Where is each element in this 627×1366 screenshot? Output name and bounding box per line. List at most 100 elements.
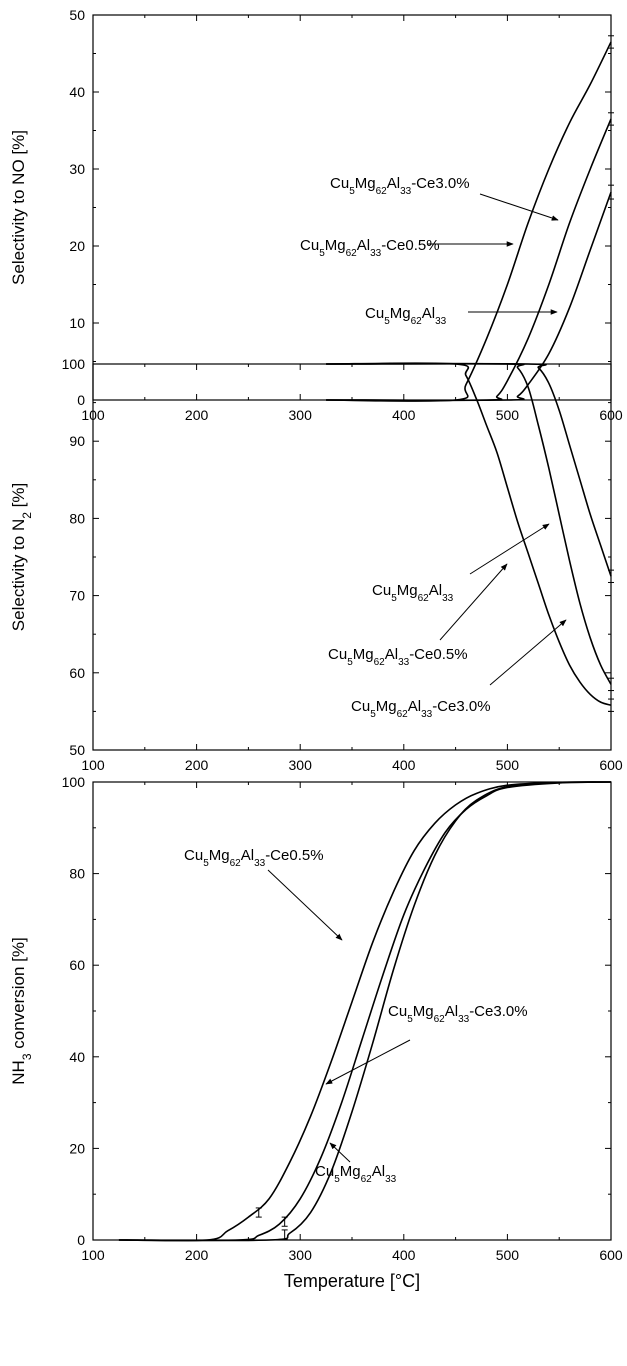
subscript-text: 2: [20, 512, 34, 519]
y-tick-label: 40: [69, 1049, 85, 1065]
label-text: -Ce0.5%: [265, 847, 323, 864]
annotation-arrow-2: [325, 1039, 411, 1085]
label-text: Cu: [315, 1163, 334, 1180]
label-text: -Ce3.0%: [411, 175, 469, 192]
x-tick-label: 600: [599, 757, 623, 773]
plot-frame: [92, 363, 612, 751]
subscript-text: 62: [376, 186, 388, 197]
series-line-1: [118, 781, 612, 1242]
x-tick-label: 100: [81, 1247, 105, 1263]
label-text: Cu: [365, 305, 384, 322]
subscript-text: 33: [435, 316, 447, 327]
label-text: Cu: [351, 698, 370, 715]
label-text: Al: [387, 175, 400, 192]
series-annotation-2: Cu5Mg62Al33-Ce0.5%: [328, 646, 468, 668]
label-text: Mg: [355, 175, 376, 192]
x-tick-label: 400: [392, 1247, 416, 1263]
label-text: Cu: [330, 175, 349, 192]
series-line-3: [118, 781, 612, 1242]
label-text: Al: [372, 1163, 385, 1180]
subscript-text: 5: [347, 657, 353, 668]
subscript-text: 5: [203, 858, 209, 869]
series-annotation-1: Cu5Mg62Al33: [372, 582, 454, 604]
y-axis-label: Selectivity to NO [%]: [9, 130, 28, 285]
label-text: [%]: [9, 483, 28, 512]
subscript-text: 5: [407, 1014, 413, 1025]
subscript-text: 62: [374, 657, 386, 668]
series-annotation-2: Cu5Mg62Al33-Ce0.5%: [300, 237, 440, 259]
y-axis-label: Selectivity to N2 [%]: [9, 483, 34, 631]
series-annotation-1: Cu5Mg62Al33-Ce0.5%: [184, 847, 324, 869]
subscript-text: 62: [397, 709, 409, 720]
label-text: NH: [9, 1060, 28, 1085]
label-text: -Ce3.0%: [432, 698, 490, 715]
subscript-text: 33: [398, 657, 410, 668]
subscript-text: 5: [349, 186, 355, 197]
series-line-2: [326, 362, 612, 685]
subscript-text: 62: [346, 248, 358, 259]
label-text: Mg: [353, 646, 374, 663]
y-tick-label: 100: [62, 774, 86, 790]
subscript-text: 33: [370, 248, 382, 259]
label-text: Selectivity to N: [9, 519, 28, 631]
chart-panel-2: 100 200 300 400 500 6005060708090100Selectivi…: [9, 356, 623, 773]
x-tick-label: 600: [599, 1247, 623, 1263]
annotation-arrow-3: [329, 1142, 351, 1163]
series-line-2: [326, 118, 612, 402]
label-text: Mg: [209, 847, 230, 864]
annotation-arrow-1: [267, 869, 343, 941]
label-text: conversion [%]: [9, 937, 28, 1053]
subscript-text: 62: [434, 1014, 446, 1025]
x-tick-label: 300: [289, 407, 313, 423]
label-text: Al: [385, 646, 398, 663]
subscript-text: 33: [421, 709, 433, 720]
series-line-2: [118, 781, 612, 1242]
label-text: Al: [241, 847, 254, 864]
y-tick-label: 90: [69, 433, 85, 449]
subscript-text: 5: [384, 316, 390, 327]
label-text: Cu: [328, 646, 347, 663]
y-tick-label: 80: [69, 866, 85, 882]
x-tick-label: 500: [496, 1247, 520, 1263]
x-tick-label: 100: [81, 757, 105, 773]
label-text: Mg: [397, 582, 418, 599]
y-tick-label: 70: [69, 588, 85, 604]
label-text: Mg: [376, 698, 397, 715]
subscript-text: 5: [370, 709, 376, 720]
x-tick-label: 200: [185, 757, 209, 773]
y-tick-label: 0: [77, 1232, 85, 1248]
subscript-text: 62: [411, 316, 423, 327]
subscript-text: 33: [254, 858, 266, 869]
label-text: -Ce0.5%: [381, 237, 439, 254]
series-line-1: [326, 41, 612, 402]
y-tick-label: 0: [77, 392, 85, 408]
y-tick-label: 100: [62, 356, 86, 372]
subscript-text: 3: [20, 1053, 34, 1060]
x-tick-label: 200: [185, 1247, 209, 1263]
subscript-text: 33: [458, 1014, 470, 1025]
subscript-text: 5: [334, 1174, 340, 1185]
subscript-text: 5: [319, 248, 325, 259]
x-tick-label: 300: [289, 757, 313, 773]
y-tick-label: 50: [69, 742, 85, 758]
x-tick-label: 500: [496, 757, 520, 773]
label-text: Al: [357, 237, 370, 254]
chart-panel-3: 100 200 300 400 500 600 0 20 40 60 80 100 NH3 conver…: [9, 774, 623, 1291]
series-line-1: [326, 362, 612, 577]
series-annotation-1: Cu5Mg62Al33-Ce3.0%: [330, 175, 470, 197]
y-tick-label: 20: [69, 1140, 85, 1156]
series-line-3: [326, 191, 612, 402]
subscript-text: 33: [400, 186, 412, 197]
annotation-arrow-1: [469, 523, 550, 575]
subscript-text: 62: [418, 593, 430, 604]
series-annotation-3: Cu5Mg62Al33-Ce3.0%: [351, 698, 491, 720]
series-annotation-3: Cu5Mg62Al33: [315, 1163, 397, 1185]
x-tick-label: 200: [185, 407, 209, 423]
series-annotation-3: Cu5Mg62Al33: [365, 305, 447, 327]
x-axis-label: Temperature [°C]: [284, 1271, 420, 1291]
x-tick-label: 400: [392, 407, 416, 423]
subscript-text: 33: [442, 593, 454, 604]
label-text: Al: [429, 582, 442, 599]
label-text: -Ce3.0%: [469, 1003, 527, 1020]
